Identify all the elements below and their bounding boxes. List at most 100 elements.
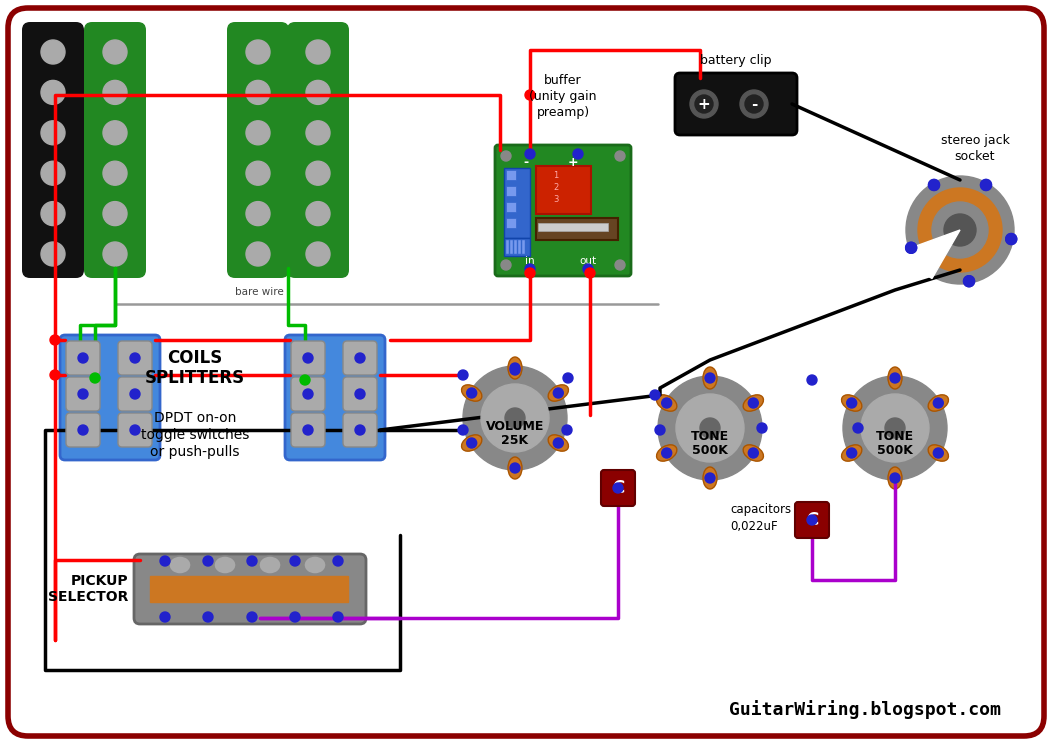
Ellipse shape bbox=[304, 556, 326, 574]
Circle shape bbox=[918, 188, 1002, 272]
Circle shape bbox=[676, 394, 744, 462]
Circle shape bbox=[585, 268, 595, 278]
Wedge shape bbox=[908, 230, 960, 278]
Circle shape bbox=[501, 260, 511, 270]
Circle shape bbox=[847, 448, 856, 458]
Circle shape bbox=[525, 268, 535, 278]
Ellipse shape bbox=[888, 367, 902, 389]
Circle shape bbox=[525, 264, 535, 274]
Circle shape bbox=[861, 394, 929, 462]
Circle shape bbox=[103, 202, 127, 225]
Text: 3: 3 bbox=[553, 195, 559, 204]
Circle shape bbox=[929, 179, 939, 190]
Circle shape bbox=[853, 423, 863, 433]
Circle shape bbox=[501, 151, 511, 161]
Ellipse shape bbox=[928, 395, 949, 411]
Circle shape bbox=[705, 473, 715, 483]
Circle shape bbox=[78, 425, 88, 435]
Text: bare wire: bare wire bbox=[235, 287, 284, 297]
Circle shape bbox=[160, 556, 170, 566]
FancyBboxPatch shape bbox=[118, 377, 151, 411]
Ellipse shape bbox=[656, 395, 676, 411]
Circle shape bbox=[355, 353, 365, 363]
Ellipse shape bbox=[842, 395, 862, 411]
Circle shape bbox=[932, 202, 988, 258]
Bar bbox=[506, 186, 515, 196]
Bar bbox=[506, 240, 509, 254]
Circle shape bbox=[615, 151, 625, 161]
Circle shape bbox=[247, 612, 257, 622]
Circle shape bbox=[847, 398, 856, 408]
Circle shape bbox=[41, 121, 65, 145]
Bar bbox=[537, 166, 591, 214]
Circle shape bbox=[748, 448, 758, 458]
Bar bbox=[150, 576, 348, 602]
Text: +: + bbox=[697, 97, 710, 112]
Circle shape bbox=[41, 40, 65, 64]
Bar bbox=[514, 240, 517, 254]
Text: 1: 1 bbox=[553, 171, 559, 180]
Text: battery clip: battery clip bbox=[701, 54, 772, 66]
Circle shape bbox=[303, 353, 313, 363]
FancyBboxPatch shape bbox=[287, 22, 349, 278]
FancyBboxPatch shape bbox=[343, 413, 377, 447]
Text: TONE: TONE bbox=[691, 429, 729, 443]
Bar bbox=[504, 168, 530, 238]
Text: C: C bbox=[612, 479, 624, 497]
Text: buffer
(unity gain
preamp): buffer (unity gain preamp) bbox=[529, 74, 596, 118]
Circle shape bbox=[246, 40, 270, 64]
Circle shape bbox=[906, 243, 916, 253]
FancyBboxPatch shape bbox=[285, 335, 385, 460]
FancyBboxPatch shape bbox=[118, 341, 151, 375]
Circle shape bbox=[103, 121, 127, 145]
Text: +: + bbox=[568, 155, 579, 168]
Circle shape bbox=[964, 276, 974, 286]
Circle shape bbox=[306, 202, 330, 225]
Ellipse shape bbox=[259, 556, 281, 574]
FancyBboxPatch shape bbox=[227, 22, 289, 278]
Circle shape bbox=[246, 242, 270, 266]
Circle shape bbox=[481, 384, 549, 452]
Circle shape bbox=[355, 389, 365, 399]
Bar bbox=[506, 202, 515, 212]
Circle shape bbox=[757, 423, 767, 433]
Circle shape bbox=[553, 438, 563, 448]
Circle shape bbox=[50, 370, 60, 380]
FancyBboxPatch shape bbox=[22, 22, 84, 278]
Circle shape bbox=[333, 612, 343, 622]
Circle shape bbox=[700, 418, 720, 438]
Circle shape bbox=[906, 243, 916, 253]
Circle shape bbox=[90, 373, 100, 383]
Circle shape bbox=[290, 556, 300, 566]
Bar bbox=[506, 218, 515, 228]
Circle shape bbox=[306, 40, 330, 64]
Circle shape bbox=[467, 388, 477, 398]
Circle shape bbox=[510, 363, 520, 373]
Text: out: out bbox=[580, 256, 596, 266]
Circle shape bbox=[505, 408, 525, 428]
Circle shape bbox=[300, 375, 310, 385]
Circle shape bbox=[246, 202, 270, 225]
Bar bbox=[510, 240, 513, 254]
Circle shape bbox=[573, 149, 583, 159]
Circle shape bbox=[525, 149, 535, 159]
Circle shape bbox=[306, 121, 330, 145]
Circle shape bbox=[41, 161, 65, 185]
FancyBboxPatch shape bbox=[8, 8, 1044, 736]
Circle shape bbox=[1006, 234, 1016, 245]
Text: VOLUME: VOLUME bbox=[486, 420, 544, 432]
FancyBboxPatch shape bbox=[291, 341, 325, 375]
FancyBboxPatch shape bbox=[66, 341, 100, 375]
Ellipse shape bbox=[888, 467, 902, 489]
Circle shape bbox=[160, 612, 170, 622]
Circle shape bbox=[980, 179, 991, 190]
Circle shape bbox=[463, 366, 567, 470]
Circle shape bbox=[303, 389, 313, 399]
Text: in: in bbox=[525, 256, 534, 266]
FancyBboxPatch shape bbox=[675, 73, 797, 135]
Circle shape bbox=[355, 425, 365, 435]
Circle shape bbox=[306, 161, 330, 185]
FancyBboxPatch shape bbox=[795, 502, 829, 538]
Ellipse shape bbox=[548, 385, 568, 401]
Text: 500K: 500K bbox=[877, 443, 913, 457]
